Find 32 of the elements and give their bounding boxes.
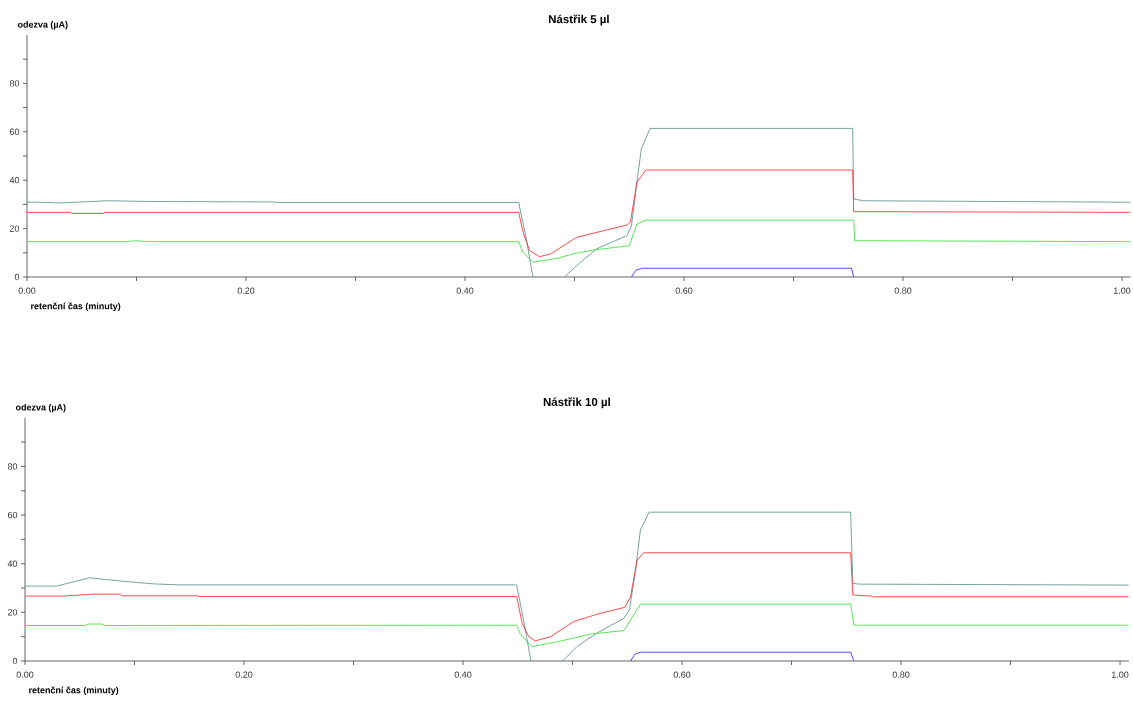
y-axis-title: odezva (µA) [17, 21, 68, 30]
x-tick-label: 0.20 [235, 671, 253, 678]
y-tick-label: 0 [12, 657, 18, 665]
x-tick-label: 0.20 [237, 287, 255, 294]
x-tick-label: 0.00 [18, 287, 36, 294]
x-tick-label: 1.00 [1113, 287, 1131, 294]
x-axis-title: retenční čas (minuty) [29, 686, 119, 696]
chart-title: Nástřik 10 µl [543, 397, 610, 409]
x-tick-label: 0.40 [454, 671, 472, 678]
y-tick-label: 40 [7, 560, 18, 567]
line-series [25, 603, 1129, 648]
x-tick-label: 0.80 [892, 671, 910, 678]
chart-title: Nástřik 5 µl [548, 14, 609, 26]
y-tick-label: 40 [9, 177, 20, 184]
line-series [27, 219, 1131, 263]
x-axis-title: retenční čas (minuty) [31, 302, 121, 312]
y-tick-label: 20 [9, 225, 20, 232]
y-axis-title: odezva (µA) [15, 403, 66, 413]
x-tick-label: 0.80 [894, 287, 912, 294]
y-tick-label: 20 [7, 609, 18, 616]
y-tick-label: 60 [7, 511, 18, 519]
line-series [25, 552, 1129, 642]
x-tick-label: 0.00 [16, 671, 34, 678]
y-tick-label: 80 [7, 463, 18, 470]
y-tick-label: 60 [9, 128, 20, 135]
y-tick-label: 80 [9, 80, 20, 87]
x-tick-label: 0.40 [456, 287, 474, 294]
x-tick-label: 1.00 [1111, 671, 1129, 678]
x-tick-label: 0.60 [675, 287, 693, 294]
y-tick-label: 0 [14, 273, 20, 281]
line-series [27, 169, 1131, 258]
x-tick-label: 0.60 [673, 671, 691, 678]
